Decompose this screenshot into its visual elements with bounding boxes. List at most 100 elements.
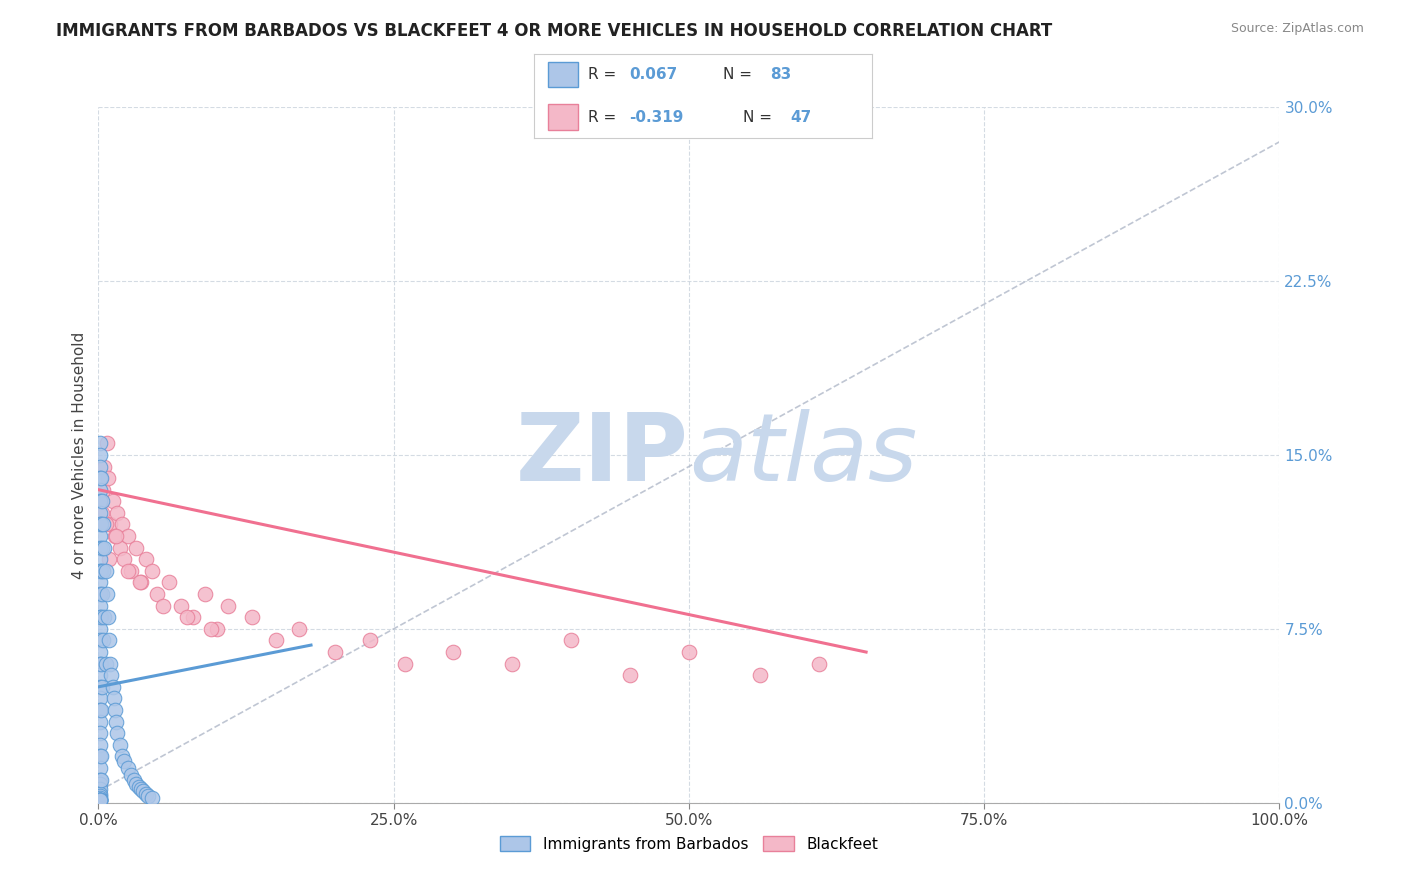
Point	[117, 564, 139, 578]
Point	[91, 633, 114, 648]
Point	[101, 680, 124, 694]
Point	[89, 506, 111, 520]
Point	[108, 738, 131, 752]
Point	[89, 749, 111, 764]
Point	[97, 471, 120, 485]
Point	[105, 726, 128, 740]
Point	[89, 793, 111, 807]
Point	[89, 552, 111, 566]
Point	[135, 787, 157, 801]
Point	[141, 564, 163, 578]
Point	[200, 622, 222, 636]
Point	[89, 517, 111, 532]
Point	[89, 529, 111, 543]
Point	[89, 793, 111, 807]
Point	[90, 703, 112, 717]
Point	[89, 668, 111, 682]
Point	[89, 703, 111, 717]
Point	[288, 622, 311, 636]
Text: ZIP: ZIP	[516, 409, 689, 501]
Point	[89, 789, 111, 803]
Point	[89, 793, 111, 807]
Point	[91, 517, 114, 532]
Point	[98, 657, 121, 671]
Legend: Immigrants from Barbados, Blackfeet: Immigrants from Barbados, Blackfeet	[494, 830, 884, 858]
Point	[89, 633, 111, 648]
Point	[501, 657, 523, 671]
Point	[89, 622, 111, 636]
Point	[108, 541, 131, 555]
Point	[89, 575, 111, 590]
Point	[90, 564, 112, 578]
Point	[90, 749, 112, 764]
Point	[89, 599, 111, 613]
Point	[89, 657, 111, 671]
Point	[89, 680, 111, 694]
Point	[135, 552, 157, 566]
Point	[98, 552, 121, 566]
Point	[748, 668, 770, 682]
Point	[205, 622, 228, 636]
Text: 83: 83	[770, 67, 792, 82]
Point	[90, 610, 112, 624]
Point	[101, 494, 124, 508]
Point	[678, 645, 700, 659]
Point	[89, 781, 111, 796]
Point	[98, 517, 121, 532]
Text: -0.319: -0.319	[628, 110, 683, 125]
Point	[89, 610, 111, 624]
Point	[96, 436, 118, 450]
Point	[89, 645, 111, 659]
Point	[94, 517, 117, 532]
Point	[117, 761, 139, 775]
Point	[89, 791, 111, 805]
Point	[89, 793, 111, 807]
Point	[89, 483, 111, 497]
Point	[89, 772, 111, 787]
Point	[90, 517, 112, 532]
Point	[89, 541, 111, 555]
Point	[93, 610, 115, 624]
Text: 0.067: 0.067	[628, 67, 678, 82]
Point	[105, 714, 128, 729]
Point	[105, 529, 128, 543]
Point	[157, 575, 180, 590]
FancyBboxPatch shape	[548, 62, 578, 87]
Point	[176, 610, 198, 624]
Point	[98, 633, 121, 648]
Point	[117, 529, 139, 543]
Point	[104, 703, 127, 717]
Point	[94, 564, 117, 578]
Point	[103, 691, 125, 706]
Point	[129, 575, 152, 590]
Point	[89, 691, 111, 706]
Point	[807, 657, 830, 671]
Point	[89, 436, 111, 450]
Point	[264, 633, 287, 648]
Point	[152, 599, 174, 613]
Point	[90, 494, 112, 508]
Point	[91, 680, 114, 694]
Point	[105, 506, 128, 520]
Text: Source: ZipAtlas.com: Source: ZipAtlas.com	[1230, 22, 1364, 36]
Point	[121, 564, 143, 578]
Point	[323, 645, 346, 659]
Point	[89, 564, 111, 578]
Point	[89, 459, 111, 474]
Point	[128, 780, 150, 794]
Point	[100, 668, 122, 682]
Point	[94, 657, 117, 671]
Point	[93, 541, 115, 555]
Point	[89, 448, 111, 462]
Point	[146, 587, 169, 601]
Text: R =: R =	[588, 110, 616, 125]
Point	[91, 483, 114, 497]
Point	[170, 599, 193, 613]
Text: R =: R =	[588, 67, 616, 82]
Point	[136, 789, 159, 803]
Point	[89, 777, 111, 791]
Point	[89, 761, 111, 775]
Point	[89, 726, 111, 740]
Point	[122, 772, 145, 787]
Point	[217, 599, 239, 613]
